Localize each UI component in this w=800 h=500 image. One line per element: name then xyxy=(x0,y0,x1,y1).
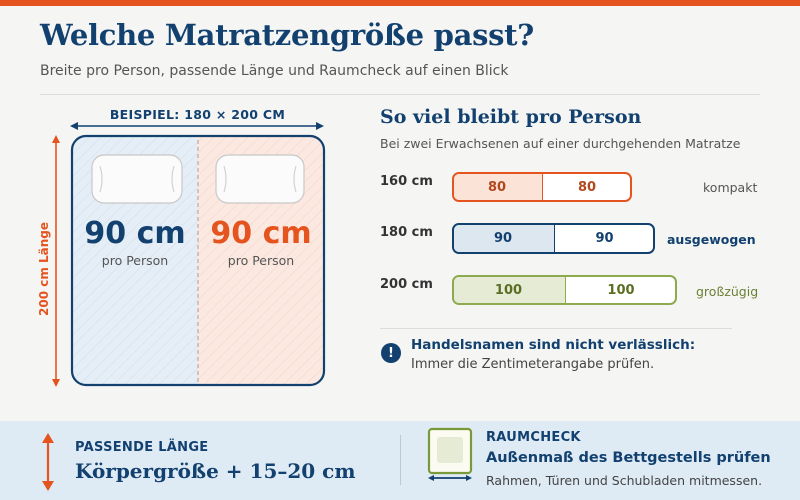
top-accent-bar xyxy=(0,0,800,6)
room-check-icon xyxy=(427,427,473,481)
bar-200-right: 100 xyxy=(607,282,635,298)
bed-width-label: BEISPIEL: 180 × 200 CM xyxy=(109,107,286,122)
row-size-160: 160 cm xyxy=(380,174,433,189)
pillow-left xyxy=(91,154,183,204)
per-person-title: So viel bleibt pro Person xyxy=(380,106,642,128)
row-size-200: 200 cm xyxy=(380,277,433,292)
left-person: 90 cm pro Person xyxy=(72,216,198,268)
section-divider xyxy=(380,328,732,329)
bar-180 xyxy=(452,223,655,254)
bed-diagram xyxy=(52,122,326,387)
page-title: Welche Matratzengröße passt? xyxy=(40,18,534,52)
room-check-label: RAUMCHECK xyxy=(486,430,581,445)
room-check-value: Außenmaß des Bettgestells prüfen xyxy=(486,450,771,466)
bar-200 xyxy=(452,275,677,305)
bar-160-right: 80 xyxy=(577,179,597,195)
info-icon: ! xyxy=(381,343,401,363)
note-title: Handelsnamen sind nicht verlässlich: xyxy=(411,337,696,353)
bed-height-label: 200 cm Länge xyxy=(37,221,51,316)
height-arrow xyxy=(52,135,60,387)
bar-160-left: 80 xyxy=(487,179,507,195)
bar-180-right: 90 xyxy=(595,231,614,246)
page-subtitle: Breite pro Person, passende Länge und Ra… xyxy=(40,63,509,79)
note-text: Immer die Zentimeterangabe prüfen. xyxy=(411,357,655,372)
per-person-subtitle: Bei zwei Erwachsenen auf einer durchgehe… xyxy=(380,136,741,151)
tag-160: kompakt xyxy=(703,180,758,195)
row-size-180: 180 cm xyxy=(380,225,433,240)
left-width-value: 90 cm xyxy=(84,216,186,251)
bar-160 xyxy=(452,172,632,202)
right-width-caption: pro Person xyxy=(227,253,295,268)
length-value: Körpergröße + 15–20 cm xyxy=(75,459,356,483)
footer-divider xyxy=(400,435,401,485)
room-check-text: Rahmen, Türen und Schubladen mitmessen. xyxy=(486,473,763,488)
bar-200-left: 100 xyxy=(494,282,523,298)
width-arrow xyxy=(70,122,324,130)
pillow-right xyxy=(215,154,305,204)
length-arrow-icon xyxy=(42,433,54,491)
left-width-caption: pro Person xyxy=(101,253,169,268)
right-person: 90 cm pro Person xyxy=(198,216,324,268)
mattress-outline xyxy=(70,134,326,387)
tag-200: großzügig xyxy=(696,284,759,299)
header-divider xyxy=(40,94,760,95)
right-width-value: 90 cm xyxy=(210,216,312,251)
tag-180: ausgewogen xyxy=(667,232,756,247)
length-label: PASSENDE LÄNGE xyxy=(75,440,209,455)
bar-180-left: 90 xyxy=(493,231,513,246)
